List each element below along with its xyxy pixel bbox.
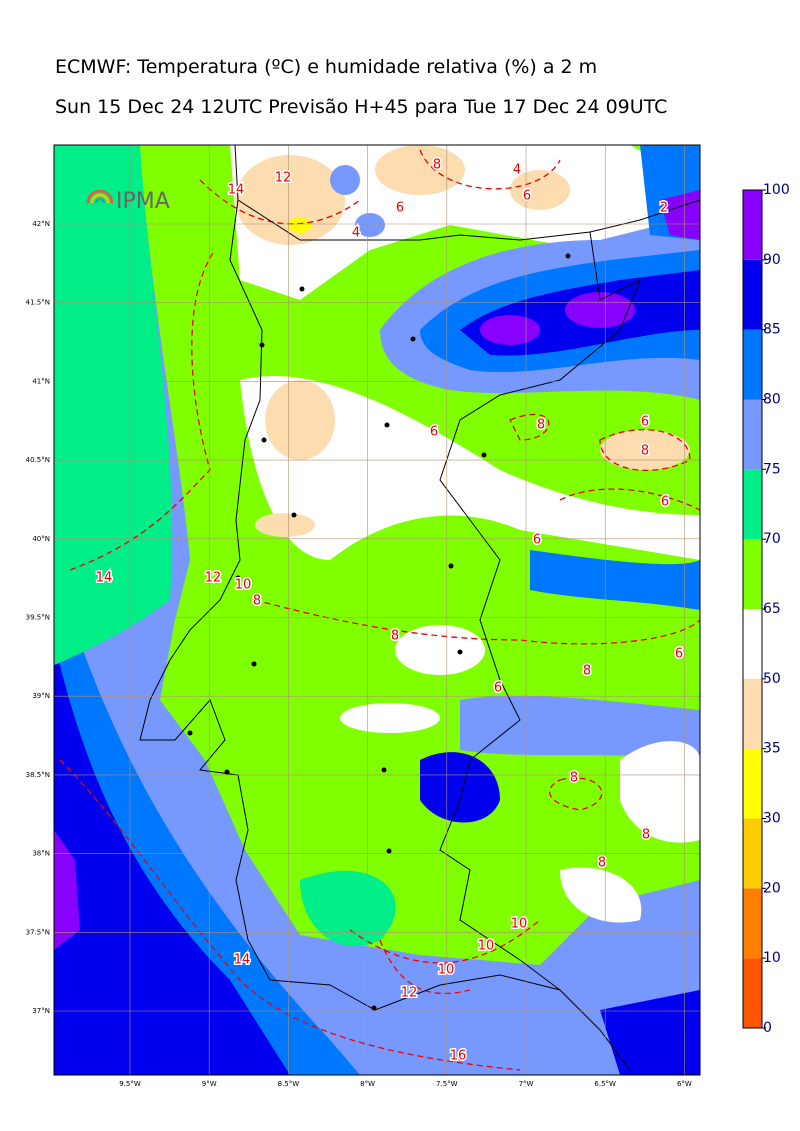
- lon-label: 7.5°W: [436, 1080, 458, 1088]
- colorbar-label: 10: [763, 950, 781, 966]
- lon-label: 8.5°W: [278, 1080, 300, 1088]
- contour-label: 8: [598, 856, 606, 871]
- lon-label: 6.5°W: [594, 1080, 616, 1088]
- colorbar-segment: [743, 609, 762, 679]
- colorbar-label: 20: [763, 880, 781, 896]
- lon-label: 9°W: [202, 1080, 217, 1088]
- colorbar-segment: [743, 190, 762, 260]
- lat-label: 40.5°N: [26, 456, 50, 464]
- colorbar-segment: [743, 329, 762, 400]
- contour-label: 4: [352, 226, 360, 241]
- subtitle: Sun 15 Dec 24 12UTC Previsão H+45 para T…: [55, 96, 668, 118]
- contour-label: 8: [391, 629, 399, 644]
- map-field: 14 12 10 8 8 6 8 6 8 8 8 10 10 10 12 14 …: [54, 145, 700, 1075]
- lon-label: 8°W: [360, 1080, 375, 1088]
- contour-label: 6: [661, 495, 669, 510]
- colorbar-label: 50: [763, 671, 781, 687]
- logo: IPMA: [86, 189, 170, 214]
- contour-label: 6: [523, 189, 531, 204]
- contour-label: 8: [433, 158, 441, 173]
- colorbar-segment: [743, 399, 762, 470]
- contour-label: 10: [511, 917, 528, 932]
- colorbar-label: 70: [763, 531, 781, 547]
- colorbar-segment: [743, 678, 762, 749]
- lat-label: 38.5°N: [26, 771, 50, 779]
- contour-label: 8: [570, 771, 578, 786]
- contour-label: 6: [675, 647, 683, 662]
- lat-label: 39.5°N: [26, 614, 50, 622]
- contour-label: 8: [642, 828, 650, 843]
- contour-label: 6: [494, 681, 502, 696]
- colorbar-label: 80: [763, 392, 781, 408]
- contour-label: 10: [438, 963, 455, 978]
- logo-text: IPMA: [116, 189, 170, 214]
- contour-label: 14: [234, 953, 251, 968]
- colorbar-segment: [743, 818, 762, 889]
- lat-label: 40°N: [32, 535, 50, 543]
- map-frame: [53, 144, 701, 1076]
- lon-label: 9.5°W: [119, 1080, 141, 1088]
- colorbar-label: 65: [763, 601, 781, 617]
- colorbar-label: 100: [763, 182, 790, 198]
- colorbar-label: 75: [763, 461, 781, 477]
- contour-label: 10: [478, 939, 495, 954]
- lat-label: 39°N: [32, 692, 50, 700]
- contour-label: 8: [641, 444, 649, 459]
- contour-label: 10: [235, 578, 252, 593]
- lon-label: 7°W: [519, 1080, 534, 1088]
- colorbar-label: 85: [763, 322, 781, 338]
- contour-label: 6: [430, 425, 438, 440]
- contour-label: 8: [537, 418, 545, 433]
- contour-label: 6: [641, 415, 649, 430]
- lat-label: 41.5°N: [26, 299, 50, 307]
- lat-label: 37.5°N: [26, 928, 50, 936]
- lat-label: 41°N: [32, 377, 50, 385]
- colorbar-segment: [743, 469, 762, 540]
- contour-label: 2: [660, 201, 668, 216]
- colorbar-label: 30: [763, 811, 781, 827]
- contour-label: 6: [396, 201, 404, 216]
- contour-label: 6: [533, 533, 541, 548]
- contour-label: 16: [450, 1049, 467, 1064]
- lat-label: 37°N: [32, 1007, 50, 1015]
- contour-label: 12: [401, 986, 418, 1001]
- contour-label: 8: [253, 594, 261, 609]
- colorbar-label: 0: [763, 1020, 772, 1036]
- colorbar-segment: [743, 888, 762, 959]
- lon-label: 6°W: [677, 1080, 692, 1088]
- title: ECMWF: Temperatura (ºC) e humidade relat…: [55, 56, 598, 78]
- contour-label: 4: [513, 163, 521, 178]
- lat-label: 38°N: [32, 850, 50, 858]
- contour-label: 12: [275, 171, 292, 186]
- colorbar-segment: [743, 958, 762, 1028]
- contour-label: 14: [228, 183, 245, 198]
- lat-label: 42°N: [32, 220, 50, 228]
- contour-label: 14: [96, 571, 113, 586]
- contour-label: 8: [583, 664, 591, 679]
- contour-label: 12: [205, 571, 222, 586]
- colorbar-segment: [743, 539, 762, 609]
- colorbar-label: 35: [763, 741, 781, 757]
- colorbar-segment: [743, 748, 762, 819]
- colorbar-segment: [743, 259, 762, 330]
- colorbar-label: 90: [763, 252, 781, 268]
